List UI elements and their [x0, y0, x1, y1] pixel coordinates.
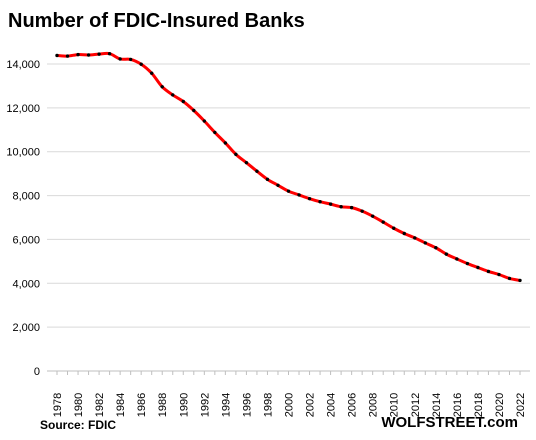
data-point	[76, 52, 80, 57]
x-tick-label: 1992	[199, 393, 211, 417]
data-point	[97, 52, 101, 56]
x-tick-label: 2002	[305, 393, 317, 417]
data-point	[276, 183, 280, 187]
data-point	[297, 193, 301, 197]
x-tick-label: 2010	[389, 393, 401, 417]
data-point	[328, 202, 333, 206]
data-point	[86, 53, 91, 57]
x-tick-label: 1998	[262, 393, 274, 417]
data-point	[518, 278, 522, 283]
brand-watermark: WOLFSTREET.com	[381, 414, 518, 431]
series-bank-count	[55, 51, 522, 282]
x-tick-label: 1996	[241, 393, 253, 417]
x-tick-label: 2020	[494, 393, 506, 417]
data-point	[234, 152, 238, 157]
data-point	[107, 51, 112, 56]
data-point	[128, 57, 133, 62]
data-point	[307, 196, 312, 201]
y-tick-label: 4,000	[12, 278, 40, 290]
x-tick-label: 1980	[73, 393, 85, 417]
data-point	[349, 205, 354, 210]
y-tick-labels: 0 2,000 4,000 6,000 8,000 10,000 12,000 14,000	[6, 59, 40, 378]
x-tick-label: 2012	[410, 393, 422, 417]
data-point	[318, 200, 322, 204]
data-point	[486, 269, 491, 274]
data-point	[65, 54, 70, 58]
gridlines	[47, 63, 530, 328]
x-tick-label: 1984	[115, 393, 127, 417]
data-point	[213, 130, 217, 135]
chart-title: Number of FDIC-Insured Banks	[8, 10, 305, 32]
data-point	[181, 99, 185, 104]
data-point	[402, 231, 406, 236]
data-point	[381, 220, 385, 224]
data-point	[286, 189, 291, 193]
data-point	[265, 177, 270, 182]
data-point	[507, 276, 512, 281]
source-note: Source: FDIC	[40, 418, 117, 432]
x-tick-label: 2018	[473, 393, 485, 417]
data-point	[455, 257, 459, 261]
data-point	[223, 141, 228, 145]
x-tick-label: 1986	[136, 393, 148, 417]
y-tick-label: 12,000	[6, 103, 40, 115]
x-tick-label: 1994	[220, 393, 232, 417]
x-tick-label: 1988	[157, 393, 169, 417]
data-point	[497, 272, 501, 277]
x-tick-label: 2000	[284, 393, 296, 417]
data-point	[244, 160, 249, 165]
data-markers	[55, 51, 522, 283]
x-tick-label: 2014	[431, 393, 443, 417]
x-tick-label: 1978	[52, 393, 64, 417]
x-tick-label: 2006	[347, 393, 359, 417]
y-tick-label: 0	[34, 366, 40, 378]
x-tick-labels: 1978 1980 1982 1984 1986 1988 1990 1992 1994 1996…	[52, 393, 527, 417]
data-point	[118, 57, 122, 61]
y-tick-label: 10,000	[6, 147, 40, 159]
data-point	[255, 169, 259, 173]
data-point	[360, 209, 364, 213]
data-point	[423, 241, 427, 245]
y-tick-label: 6,000	[12, 234, 40, 246]
axes	[47, 370, 530, 375]
data-point	[476, 265, 480, 270]
data-point	[150, 71, 154, 75]
series-line	[55, 51, 522, 282]
x-tick-label: 2008	[368, 393, 380, 417]
data-point	[465, 261, 470, 266]
data-point	[160, 85, 164, 89]
y-tick-label: 2,000	[12, 322, 40, 334]
x-tick-label: 2004	[326, 393, 338, 417]
x-tick-label: 2022	[515, 393, 527, 417]
x-tick-label: 1990	[178, 393, 190, 417]
y-tick-label: 14,000	[6, 59, 40, 71]
data-point	[55, 53, 59, 58]
y-tick-label: 8,000	[12, 191, 40, 203]
data-point	[192, 108, 196, 113]
data-point	[370, 214, 375, 218]
data-point	[202, 119, 207, 123]
data-point	[444, 252, 449, 256]
data-point	[339, 205, 343, 209]
data-point	[413, 236, 417, 240]
x-tick-label: 1982	[94, 393, 106, 417]
data-point	[392, 226, 396, 230]
data-point	[171, 93, 175, 97]
data-point	[434, 246, 438, 250]
data-point	[139, 62, 143, 66]
x-tick-label: 2016	[452, 393, 464, 417]
